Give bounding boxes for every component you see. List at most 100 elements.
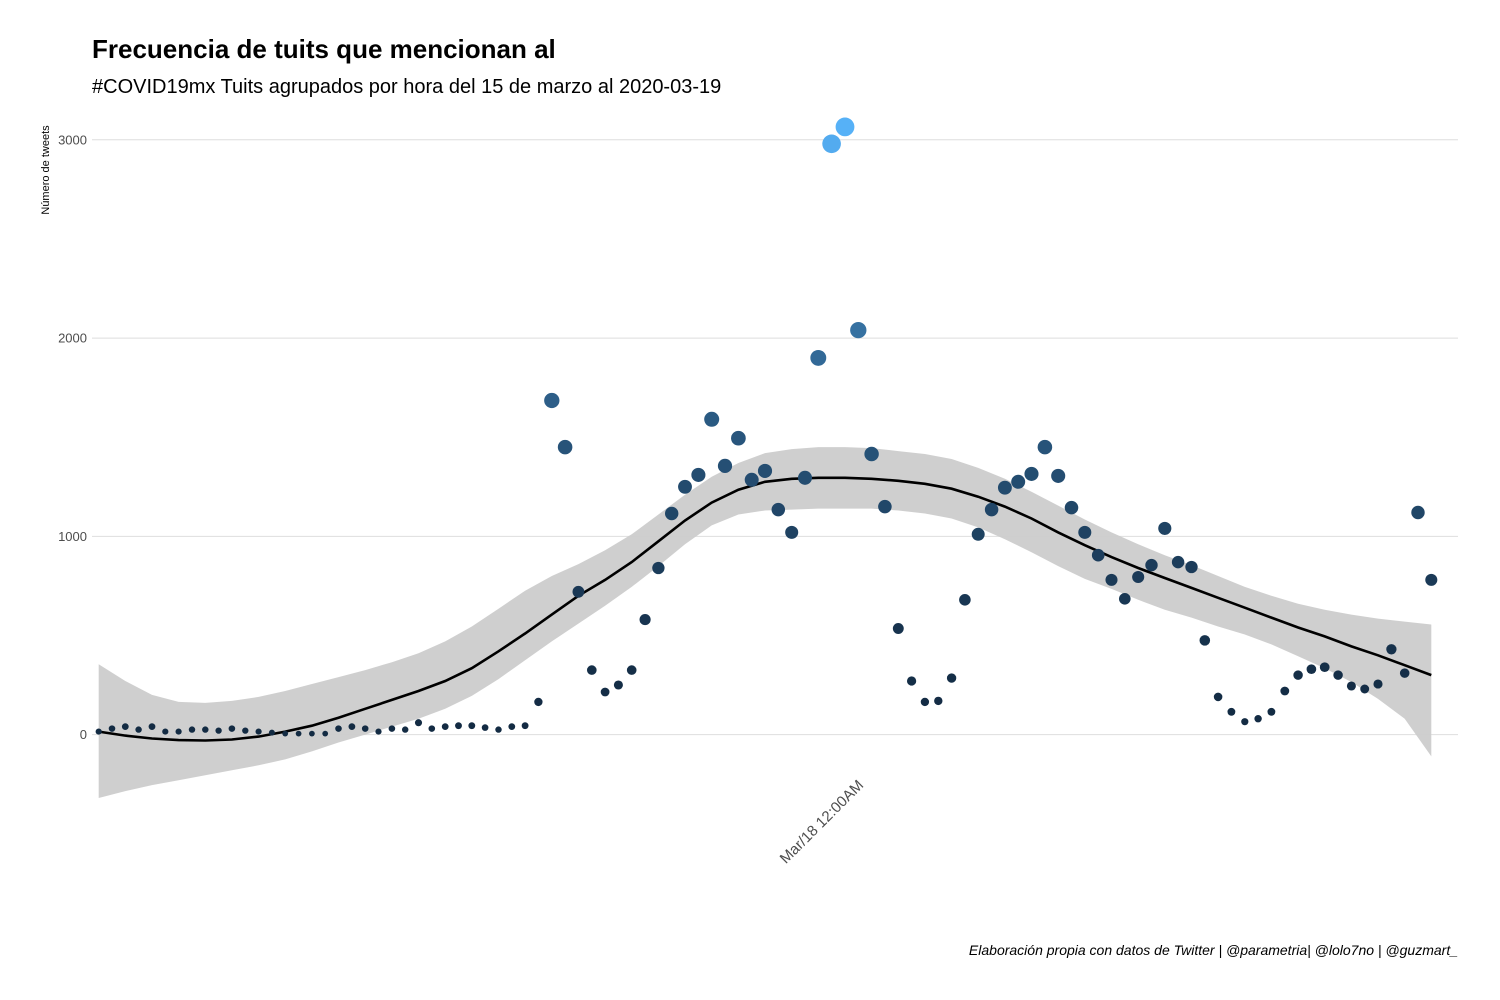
data-point — [148, 723, 156, 730]
x-tick-label: Mar/18 12:00AM — [777, 777, 867, 867]
data-point — [1346, 681, 1356, 691]
data-point — [1011, 474, 1026, 489]
data-point — [455, 722, 462, 730]
data-point — [771, 502, 786, 517]
data-point — [361, 725, 369, 732]
chart-subtitle: #COVID19mx Tuits agrupados por hora del … — [92, 76, 722, 98]
data-point — [1078, 525, 1092, 539]
data-point — [175, 728, 182, 735]
data-point — [1254, 715, 1262, 723]
trend-line — [98, 476, 1432, 742]
data-point — [242, 727, 249, 734]
data-point — [108, 725, 116, 732]
data-point — [1280, 686, 1290, 696]
data-point — [785, 525, 799, 539]
data-point — [375, 728, 382, 735]
data-point — [1158, 521, 1172, 535]
data-point — [322, 730, 329, 737]
data-point — [348, 723, 356, 730]
y-tick-label: 3000 — [58, 132, 87, 147]
data-point — [704, 411, 720, 427]
data-point — [600, 687, 610, 697]
data-point — [1171, 555, 1185, 569]
data-point — [1267, 707, 1276, 716]
data-point — [1037, 439, 1053, 455]
data-point — [1145, 558, 1158, 572]
data-point — [639, 614, 651, 626]
data-point — [557, 439, 573, 455]
data-point — [1199, 635, 1211, 646]
data-point — [335, 725, 342, 732]
data-point — [1241, 718, 1249, 726]
data-point — [946, 673, 957, 683]
data-point — [508, 723, 516, 730]
y-tick-label: 2000 — [58, 331, 87, 346]
data-point — [822, 134, 841, 154]
data-point — [544, 392, 560, 409]
data-point — [1399, 668, 1410, 678]
data-point — [414, 719, 423, 727]
data-point — [388, 725, 396, 732]
data-point — [1411, 505, 1425, 520]
data-point — [309, 730, 315, 737]
data-point — [678, 479, 692, 494]
data-point — [1185, 560, 1198, 574]
chart-caption: Elaboración propia con datos de Twitter … — [968, 942, 1458, 958]
data-point — [665, 506, 679, 521]
data-point — [1227, 707, 1236, 716]
data-point — [1333, 670, 1343, 680]
y-axis-label: Número de tweets — [40, 125, 52, 215]
data-point — [1118, 592, 1131, 605]
data-point — [202, 726, 209, 733]
data-point — [959, 594, 971, 606]
data-point — [864, 446, 879, 462]
data-point — [521, 722, 529, 730]
y-axis-ticks: 0 1000 2000 3000 — [58, 132, 87, 742]
data-point — [586, 665, 597, 675]
chart-title: Frecuencia de tuits que mencionan al — [92, 34, 556, 64]
data-point — [1319, 662, 1330, 673]
data-point — [626, 665, 637, 675]
data-point — [468, 722, 476, 730]
data-point — [188, 726, 196, 733]
y-tick-label: 1000 — [58, 529, 87, 544]
x-axis-ticks: Mar/18 12:00AM — [777, 777, 867, 867]
data-point — [920, 697, 930, 707]
data-point — [744, 472, 759, 487]
data-point — [428, 725, 436, 732]
data-point — [268, 729, 275, 736]
data-point — [878, 499, 892, 514]
data-point — [401, 726, 409, 733]
data-point — [835, 117, 855, 137]
data-point — [1051, 468, 1066, 483]
data-point — [495, 726, 502, 733]
data-point — [215, 727, 222, 734]
data-point — [691, 467, 706, 482]
data-point — [810, 349, 827, 366]
data-point — [971, 527, 985, 541]
data-point — [95, 728, 102, 735]
data-point — [652, 561, 665, 575]
data-point — [121, 723, 129, 730]
data-point — [295, 730, 302, 737]
data-point — [255, 728, 262, 735]
data-point — [613, 680, 623, 690]
data-point — [1105, 573, 1118, 586]
y-tick-label: 0 — [80, 727, 87, 742]
data-point — [892, 623, 904, 634]
data-point — [228, 725, 236, 732]
data-point — [906, 676, 917, 686]
data-point — [441, 723, 449, 730]
data-point — [997, 480, 1012, 495]
data-point — [572, 585, 585, 598]
data-point — [1306, 664, 1317, 675]
grid-lines — [92, 139, 1458, 736]
data-point — [984, 502, 999, 517]
data-point — [1132, 570, 1145, 584]
data-point — [1386, 644, 1397, 655]
data-point — [1064, 500, 1079, 515]
data-point — [717, 458, 733, 474]
data-point — [282, 730, 289, 737]
data-point — [1360, 684, 1370, 694]
